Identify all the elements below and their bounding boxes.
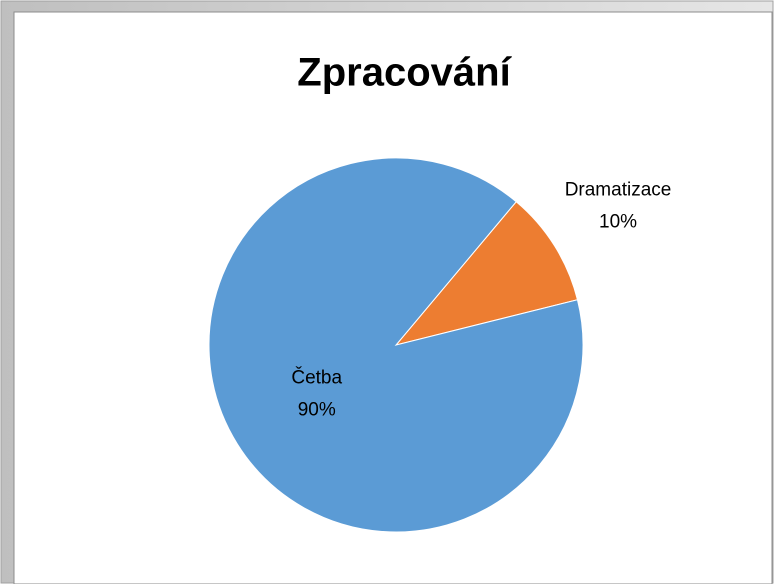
- pie-slice: [394, 201, 579, 346]
- pie-slice: [208, 157, 584, 533]
- slice-value-label: 10%: [599, 211, 637, 232]
- slice-category-label: Četba: [291, 367, 342, 389]
- slice-category-label: Dramatizace: [565, 179, 672, 200]
- chart-title: Zpracování: [297, 51, 512, 95]
- slice-value-label: 90%: [298, 400, 336, 421]
